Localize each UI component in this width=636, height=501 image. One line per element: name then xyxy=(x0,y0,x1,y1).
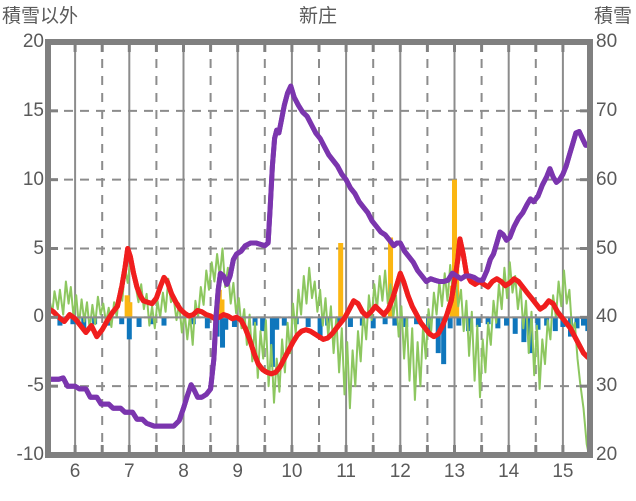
blue-bars-1 xyxy=(70,317,76,325)
blue-bars-11 xyxy=(204,317,210,329)
right-tick-70: 70 xyxy=(596,99,618,121)
x-tick-13: 13 xyxy=(443,461,466,482)
blue-bars-5 xyxy=(119,317,125,325)
right-tick-30: 30 xyxy=(596,375,618,397)
orange-bars-0 xyxy=(124,295,130,318)
right-tick-40: 40 xyxy=(596,306,618,328)
blue-bars-40 xyxy=(475,317,481,327)
blue-bars-30 xyxy=(382,317,388,325)
left-tick--5: -5 xyxy=(27,375,44,397)
blue-bars-43 xyxy=(504,317,510,326)
orange-bars-1 xyxy=(127,302,133,318)
orange-bars-3 xyxy=(219,299,225,318)
blue-bars-39 xyxy=(466,317,472,332)
x-tick-10: 10 xyxy=(281,461,303,482)
blue-bars-24 xyxy=(317,317,323,337)
right-tick-20: 20 xyxy=(596,444,618,465)
right-tick-50: 50 xyxy=(596,237,618,259)
blue-bars-27 xyxy=(347,317,353,327)
left-tick-15: 15 xyxy=(22,99,44,121)
blue-bars-20 xyxy=(274,317,280,330)
left-axis-unit-label: 積雪以外 xyxy=(2,6,79,27)
left-tick-5: 5 xyxy=(33,237,44,259)
blue-bars-14 xyxy=(223,317,229,330)
blue-bars-42 xyxy=(495,317,501,329)
blue-bars-13 xyxy=(220,317,226,348)
x-tick-12: 12 xyxy=(389,461,411,482)
blue-bars-49 xyxy=(552,317,558,332)
x-tick-14: 14 xyxy=(498,461,520,482)
blue-bars-23 xyxy=(305,317,311,327)
blue-bars-33 xyxy=(414,317,420,325)
orange-bars-4 xyxy=(338,242,344,318)
blue-bars-53 xyxy=(580,317,586,326)
left-tick--10: -10 xyxy=(16,444,44,465)
blue-bars-7 xyxy=(136,317,142,327)
x-tick-8: 8 xyxy=(178,461,189,482)
x-tick-15: 15 xyxy=(552,461,574,482)
right-tick-80: 80 xyxy=(596,31,618,52)
blue-bars-9 xyxy=(161,317,167,326)
right-axis-unit-label: 積雪 xyxy=(593,6,632,27)
blue-bars-18 xyxy=(260,317,266,332)
blue-bars-52 xyxy=(574,317,580,329)
blue-bars-19 xyxy=(269,317,275,367)
blue-bars-15 xyxy=(231,317,237,327)
blue-bars-31 xyxy=(392,317,398,326)
red-smooth-line xyxy=(46,236,591,377)
blue-bars-45 xyxy=(521,317,527,343)
x-tick-6: 6 xyxy=(69,461,81,482)
chart-title: 新庄 xyxy=(298,6,337,27)
blue-bars-6 xyxy=(126,317,132,340)
left-tick-20: 20 xyxy=(22,31,44,52)
x-tick-11: 11 xyxy=(336,461,356,482)
x-tick-7: 7 xyxy=(124,461,135,482)
blue-bars-37 xyxy=(447,317,453,329)
blue-bars-0 xyxy=(57,317,63,326)
blue-bars-2 xyxy=(81,317,87,329)
blue-bars-44 xyxy=(512,317,518,334)
blue-bars-41 xyxy=(485,317,491,325)
blue-bars-21 xyxy=(281,317,287,326)
left-tick-0: 0 xyxy=(33,306,44,328)
left-tick-10: 10 xyxy=(22,168,44,190)
orange-bars-7 xyxy=(452,179,457,318)
blue-bars-17 xyxy=(252,317,258,326)
orange-bars-5 xyxy=(388,237,394,318)
right-tick-60: 60 xyxy=(596,168,618,190)
x-tick-9: 9 xyxy=(232,461,243,482)
blue-bars-36 xyxy=(441,317,447,365)
blue-bars-38 xyxy=(456,317,462,326)
blue-bars-26 xyxy=(336,317,342,325)
purple-snow-line xyxy=(46,83,592,429)
green-noisy-line xyxy=(48,247,590,456)
blue-bars-47 xyxy=(535,317,541,330)
blue-bars-29 xyxy=(370,317,376,329)
